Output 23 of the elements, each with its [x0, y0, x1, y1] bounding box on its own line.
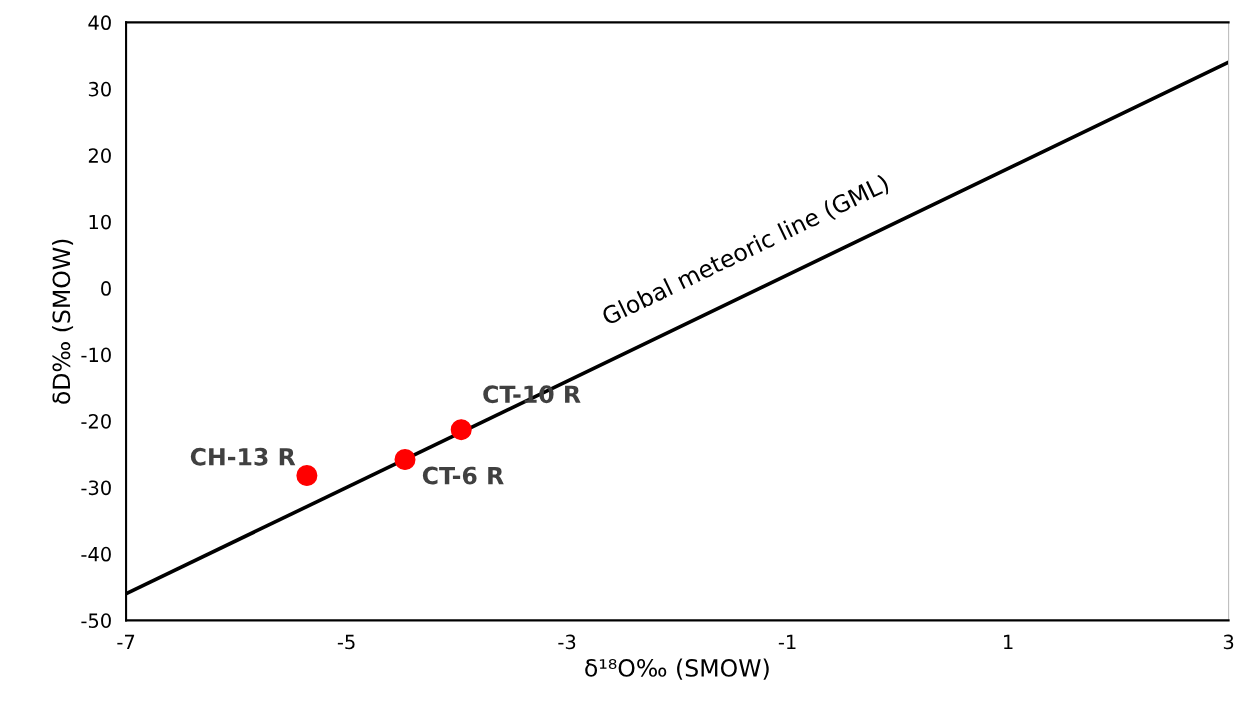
x-tick-label: 1: [1004, 634, 1013, 649]
x-tick-label: -1: [778, 634, 796, 649]
y-tick-label: -50: [81, 613, 111, 628]
y-tick-label: 10: [89, 214, 111, 230]
y-tick-label: -10: [81, 347, 111, 363]
y-tick-label: 20: [88, 148, 111, 163]
y-axis-title: δD‰ (SMOW): [52, 239, 74, 404]
y-tick-label: 40: [88, 15, 111, 31]
x-tick-label: -5: [337, 634, 355, 650]
y-tick-label: -20: [81, 413, 111, 429]
annotation: CT-6 R: [422, 466, 504, 485]
y-tick-label: 0: [101, 281, 111, 296]
x-tick-label: 3: [1223, 634, 1234, 650]
point: [394, 449, 416, 471]
x-tick-label: -7: [117, 634, 135, 649]
point: [296, 464, 318, 487]
x-tick-label: -3: [558, 634, 576, 650]
annotation: CH-13 R: [190, 447, 296, 466]
point: [450, 419, 472, 441]
x-axis-title: δ¹⁸O‰ (SMOW): [585, 658, 769, 680]
y-tick-label: -30: [81, 480, 111, 496]
y-tick-label: -40: [81, 546, 111, 562]
y-tick-label: 30: [88, 81, 111, 97]
